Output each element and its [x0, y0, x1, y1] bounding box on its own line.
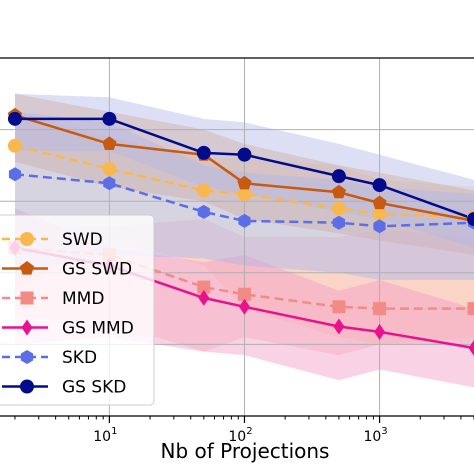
point-swd — [237, 187, 252, 202]
point-gs-skd — [7, 111, 22, 126]
point-gs-swd — [331, 184, 346, 199]
point-swd — [331, 201, 346, 216]
point-gs-mmd — [374, 323, 386, 340]
point-gs-mmd — [198, 289, 210, 306]
series-markers — [7, 107, 474, 356]
point-mmd — [237, 287, 251, 301]
legend-label-swd: SWD — [62, 230, 103, 250]
x-axis-label: Nb of Projections — [161, 439, 330, 463]
legend-label-gs-skd: GS SKD — [62, 378, 126, 398]
point-gs-mmd — [333, 318, 345, 335]
point-swd — [372, 206, 387, 221]
legend-label-mmd: MMD — [62, 289, 104, 309]
point-gs-skd — [331, 169, 346, 184]
point-gs-skd — [102, 111, 117, 126]
legend-marker-gs-skd — [20, 379, 34, 394]
legend: SWD GS SWD MMD GS MMD SKD GS SKD — [0, 214, 155, 406]
point-gs-swd — [372, 195, 387, 210]
legend-label-gs-mmd: GS MMD — [62, 319, 134, 339]
point-skd — [197, 204, 210, 219]
point-gs-swd — [102, 136, 117, 150]
legend-box — [0, 214, 155, 406]
legend-marker-gs-mmd — [21, 319, 33, 336]
legend-marker-skd — [20, 350, 34, 364]
point-skd — [373, 219, 386, 234]
point-skd — [8, 167, 21, 182]
point-swd — [196, 183, 211, 198]
legend-marker-swd — [20, 232, 34, 246]
x-tick-label: 101 — [93, 426, 117, 445]
point-skd — [332, 215, 345, 230]
legend-marker-mmd — [20, 291, 34, 305]
point-gs-skd — [467, 212, 474, 227]
point-skd — [238, 213, 251, 228]
point-gs-mmd — [468, 339, 474, 356]
point-swd — [102, 161, 117, 176]
point-gs-skd — [196, 145, 211, 160]
legend-marker-gs-swd — [19, 261, 35, 275]
legend-label-gs-swd: GS SWD — [62, 260, 132, 280]
x-tick-label: 103 — [363, 426, 387, 445]
point-mmd — [197, 280, 211, 294]
x-tick-label: 102 — [228, 426, 252, 445]
legend-label-skd: SKD — [62, 348, 97, 368]
point-gs-skd — [237, 147, 252, 162]
point-gs-skd — [372, 178, 387, 193]
point-mmd — [373, 302, 387, 316]
point-gs-swd — [237, 175, 252, 190]
point-mmd — [332, 300, 346, 314]
point-gs-mmd — [238, 298, 250, 315]
point-skd — [103, 176, 116, 191]
axes: 101 102 103 — [0, 57, 474, 445]
point-mmd — [467, 302, 474, 316]
point-swd — [7, 138, 22, 153]
